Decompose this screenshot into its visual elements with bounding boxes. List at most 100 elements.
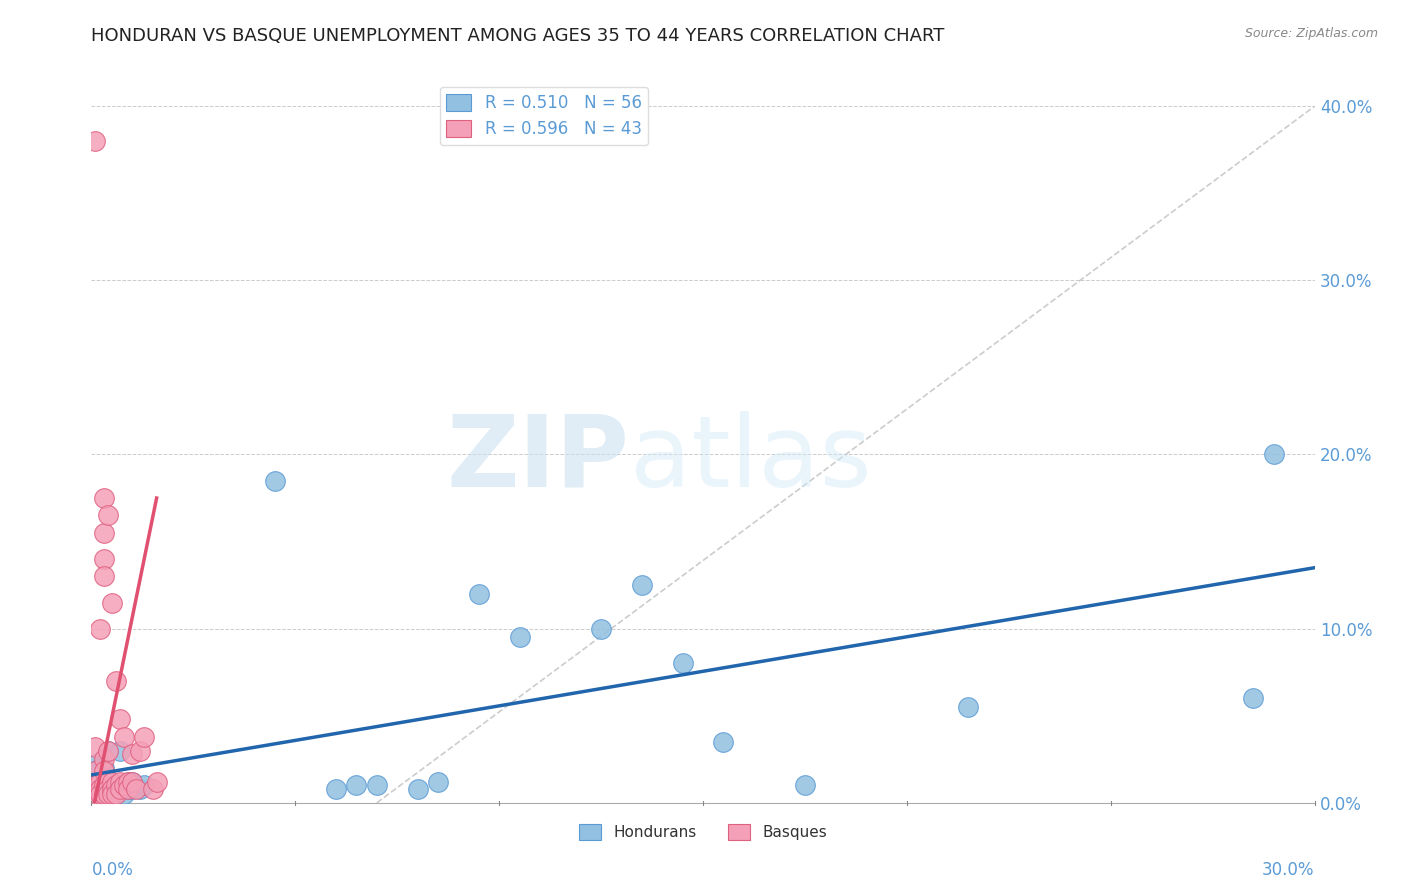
Point xyxy=(84,781,107,796)
Point xyxy=(112,778,135,792)
Point xyxy=(84,775,107,789)
Point xyxy=(89,781,111,796)
Point xyxy=(84,778,107,792)
Point xyxy=(97,778,120,792)
Point xyxy=(93,770,115,784)
Point xyxy=(125,781,148,796)
Point xyxy=(93,569,115,583)
Point xyxy=(509,631,531,645)
Point xyxy=(84,787,107,801)
Point xyxy=(101,781,124,796)
Point xyxy=(84,778,107,792)
Point xyxy=(108,712,131,726)
Point xyxy=(89,775,111,789)
Point xyxy=(1263,448,1285,462)
Point xyxy=(134,730,156,744)
Point xyxy=(89,778,111,792)
Point xyxy=(97,508,120,523)
Point xyxy=(112,730,135,744)
Point xyxy=(89,770,111,784)
Point xyxy=(104,778,127,792)
Point xyxy=(104,787,127,801)
Point xyxy=(97,743,120,757)
Text: HONDURAN VS BASQUE UNEMPLOYMENT AMONG AGES 35 TO 44 YEARS CORRELATION CHART: HONDURAN VS BASQUE UNEMPLOYMENT AMONG AG… xyxy=(91,27,945,45)
Point xyxy=(129,781,152,796)
Point xyxy=(104,787,127,801)
Point xyxy=(93,525,115,540)
Point xyxy=(84,787,107,801)
Point xyxy=(467,587,491,601)
Point xyxy=(89,787,111,801)
Point xyxy=(84,764,107,779)
Point xyxy=(134,778,156,792)
Point xyxy=(89,764,111,779)
Point xyxy=(631,578,654,592)
Point xyxy=(97,787,120,801)
Legend: Hondurans, Basques: Hondurans, Basques xyxy=(572,818,834,847)
Point xyxy=(93,775,115,789)
Point xyxy=(93,752,115,766)
Point xyxy=(325,781,347,796)
Point xyxy=(89,622,111,636)
Point xyxy=(108,775,131,789)
Point xyxy=(711,735,734,749)
Point xyxy=(93,552,115,566)
Point xyxy=(406,781,429,796)
Point xyxy=(93,787,115,801)
Point xyxy=(591,622,613,636)
Text: ZIP: ZIP xyxy=(447,410,630,508)
Point xyxy=(97,775,120,789)
Point xyxy=(89,781,111,796)
Point xyxy=(97,787,120,801)
Point xyxy=(101,781,124,796)
Point xyxy=(101,595,124,609)
Point xyxy=(97,781,120,796)
Point xyxy=(101,787,124,801)
Point xyxy=(84,764,107,779)
Point xyxy=(141,781,163,796)
Point xyxy=(89,775,111,789)
Point xyxy=(84,740,107,755)
Point xyxy=(427,775,450,789)
Point xyxy=(121,775,143,789)
Point xyxy=(97,781,120,796)
Text: 0.0%: 0.0% xyxy=(91,861,134,879)
Point xyxy=(117,775,139,789)
Point xyxy=(117,775,139,789)
Point xyxy=(956,700,979,714)
Point xyxy=(93,491,115,505)
Point xyxy=(121,781,143,796)
Point xyxy=(112,778,135,792)
Point xyxy=(129,743,152,757)
Text: atlas: atlas xyxy=(630,410,872,508)
Point xyxy=(89,787,111,801)
Point xyxy=(117,781,139,796)
Point xyxy=(84,757,107,772)
Point xyxy=(366,778,388,792)
Point xyxy=(101,775,124,789)
Point xyxy=(112,787,135,801)
Point xyxy=(121,775,143,789)
Point xyxy=(108,743,131,757)
Point xyxy=(793,778,815,792)
Point xyxy=(97,775,120,789)
Point xyxy=(97,743,120,757)
Point xyxy=(101,787,124,801)
Point xyxy=(264,474,287,488)
Point xyxy=(104,673,127,688)
Point xyxy=(93,778,115,792)
Point xyxy=(108,781,131,796)
Point xyxy=(93,781,115,796)
Point xyxy=(117,781,139,796)
Point xyxy=(89,761,111,775)
Point xyxy=(672,657,695,671)
Point xyxy=(108,781,131,796)
Point xyxy=(346,778,368,792)
Text: 30.0%: 30.0% xyxy=(1263,861,1315,879)
Point xyxy=(101,778,124,792)
Point xyxy=(84,770,107,784)
Point xyxy=(93,764,115,779)
Point xyxy=(145,775,167,789)
Point xyxy=(121,747,143,761)
Point xyxy=(93,761,115,775)
